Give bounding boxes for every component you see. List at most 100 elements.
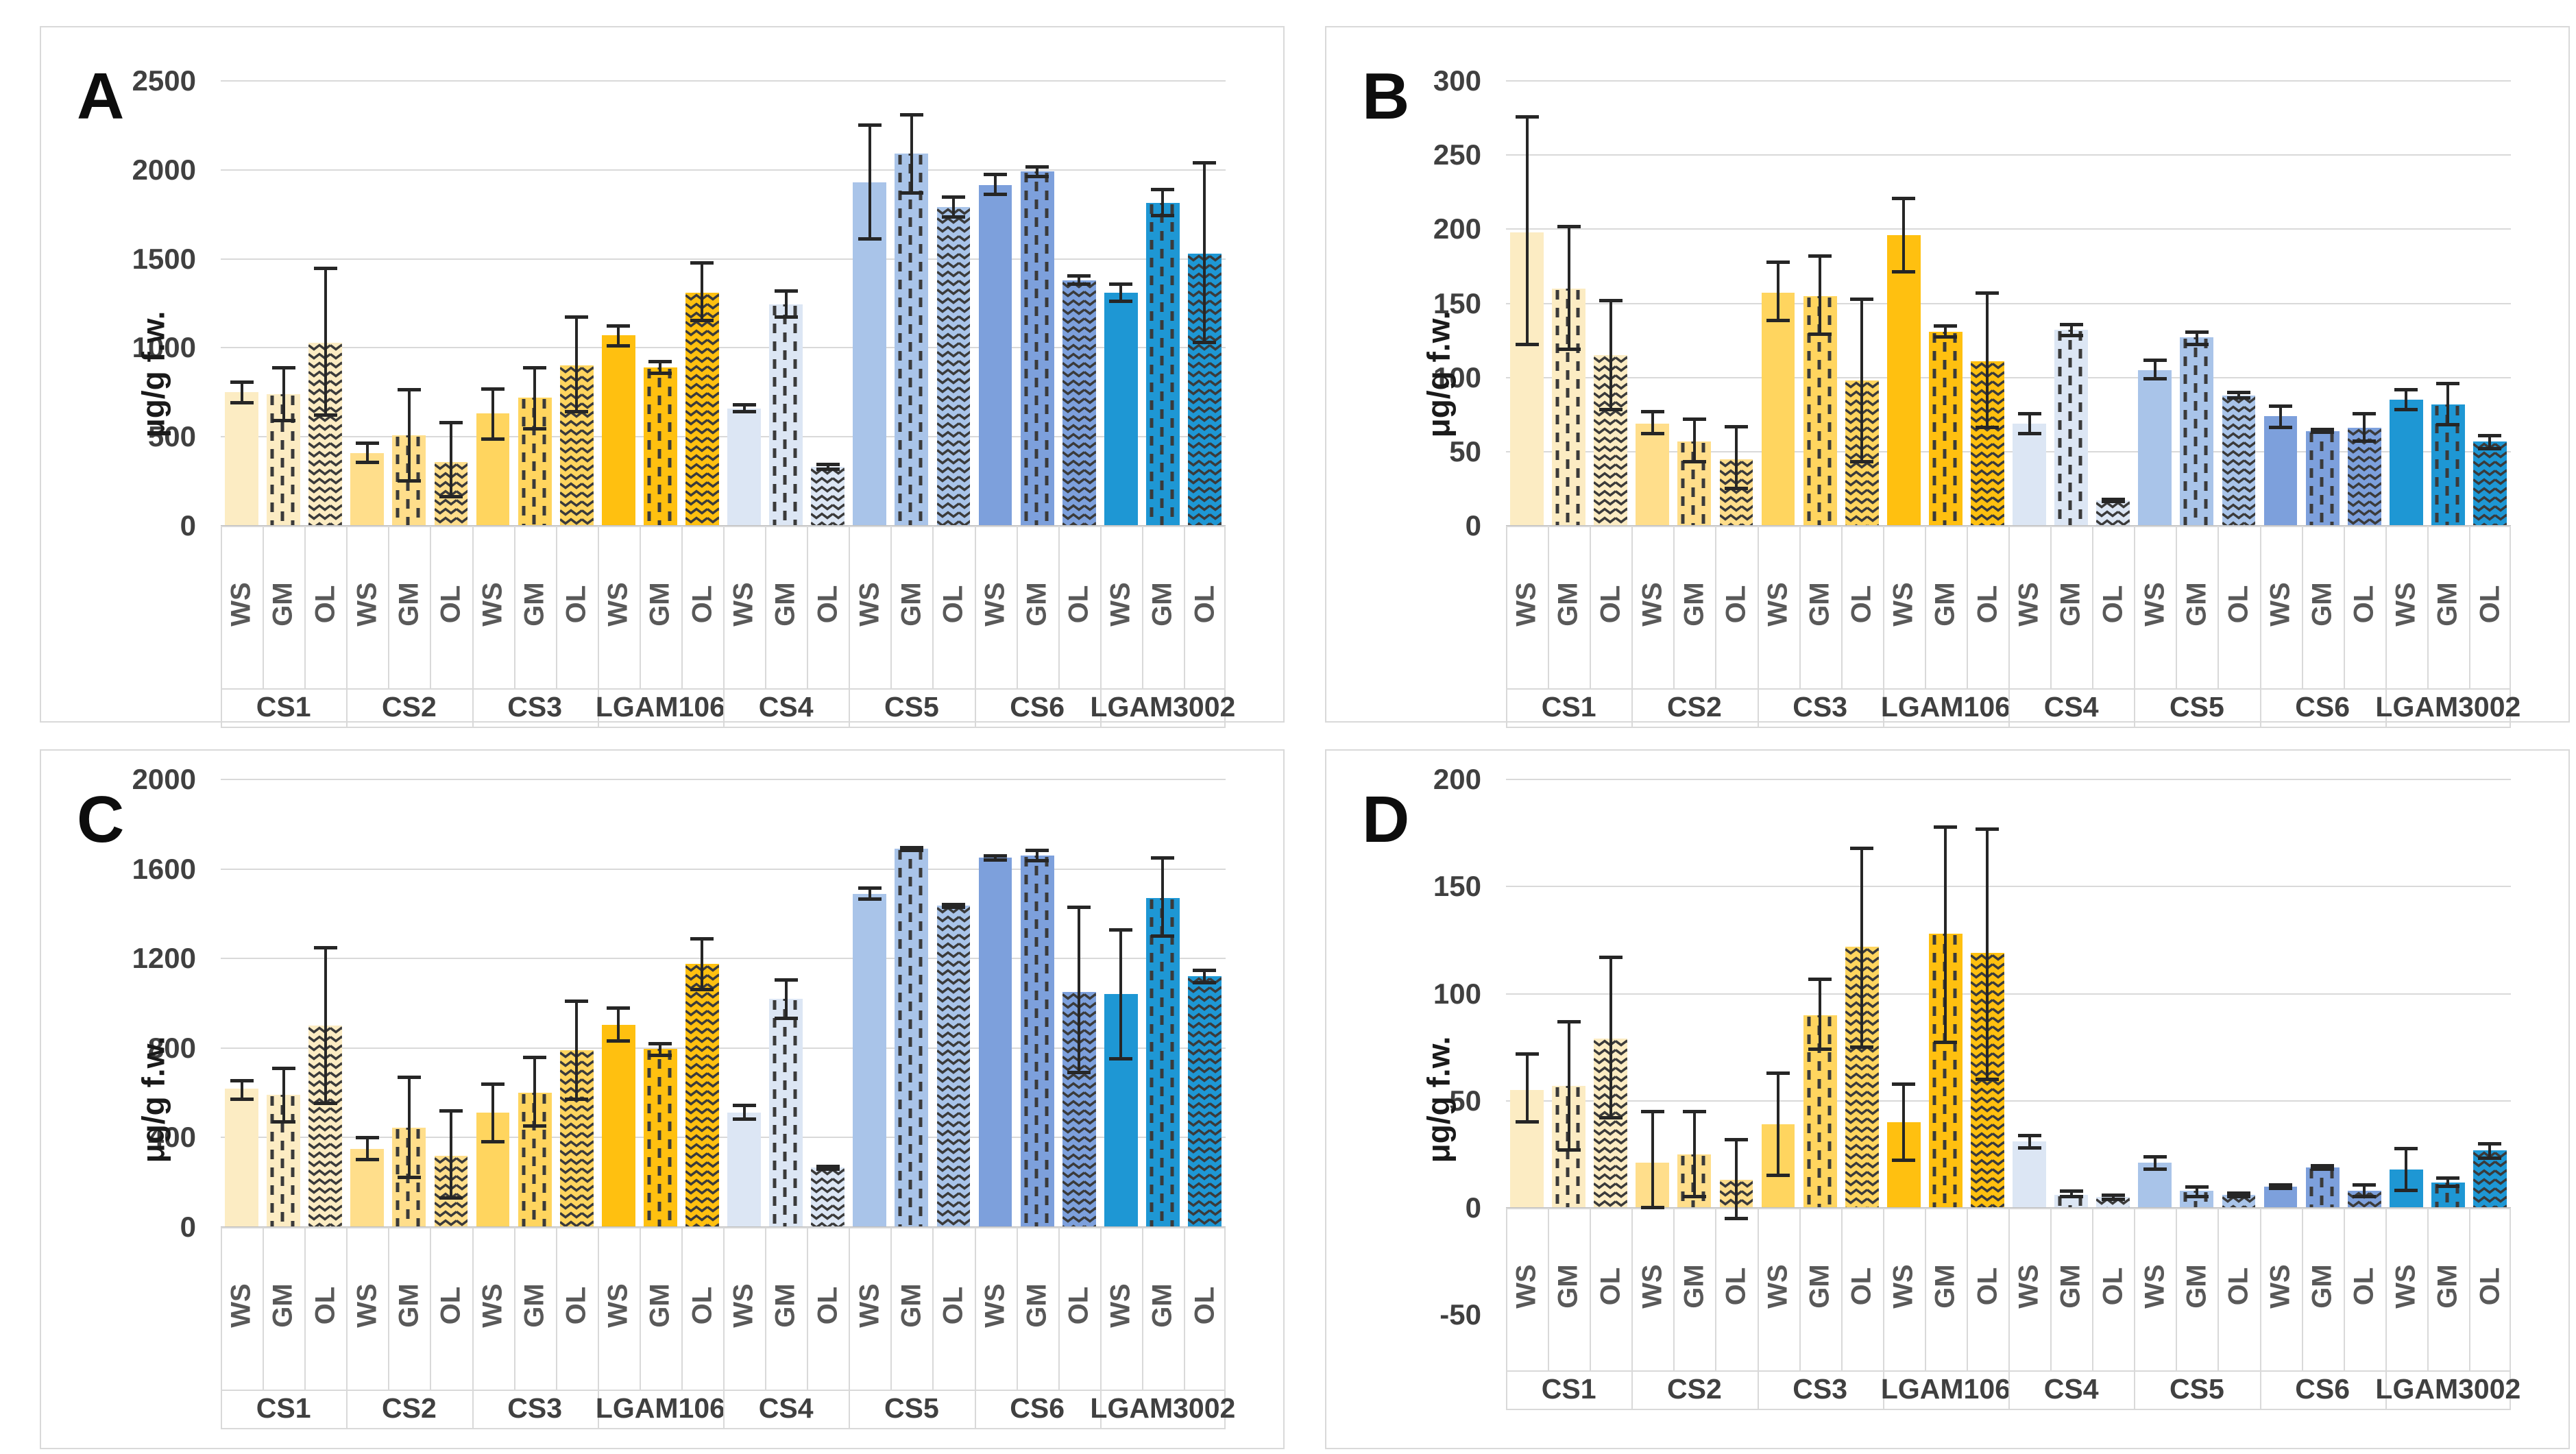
bar-label-text: GM [519, 582, 550, 627]
group-separator [2385, 1208, 2387, 1410]
error-bar-line [2028, 413, 2031, 434]
bar-label: OL [1967, 1208, 2008, 1365]
group-separator [2008, 526, 2010, 728]
error-bar-cap-bottom [2226, 1195, 2250, 1199]
bar-label-cell-separator [263, 526, 265, 688]
bar-label-text: OL [561, 1286, 592, 1325]
error-bar-line [491, 389, 495, 440]
bar-label: GM [263, 526, 304, 683]
error-bar-line [1651, 1111, 1654, 1208]
error-bar-cap-top [1934, 324, 1958, 328]
error-bar-line [742, 1105, 746, 1120]
bar-label: WS [2385, 1208, 2427, 1365]
error-bar-line [994, 856, 997, 860]
bar-label: GM [2176, 1208, 2217, 1365]
error-bar-line [910, 114, 913, 193]
bar-label-text: OL [1971, 1267, 2002, 1306]
bar-LGAM3002-OL [2473, 441, 2507, 526]
group-label-CS3: CS3 [507, 690, 562, 723]
error-bar-line [1036, 166, 1039, 178]
error-bar-cap-top [1850, 298, 1874, 301]
plot-area: -50 0 50 100 150 200 CS1 WS GM OL CS2 WS GM OL CS3 WS GM… [1326, 751, 2568, 1448]
gridline [221, 169, 1226, 171]
error-bar-cap-bottom [1850, 459, 1874, 463]
error-bar-line [449, 1111, 452, 1198]
bar-label: GM [263, 1227, 304, 1384]
bar-label-text: WS [603, 582, 633, 627]
bar-label: GM [640, 1227, 681, 1384]
y-axis-title: μg/g f.w. [135, 1036, 171, 1163]
error-bar-cap-top [1557, 1020, 1581, 1024]
bar-label-text: OL [2348, 585, 2379, 624]
group-separator [974, 526, 976, 728]
bar-CS3-GM [518, 398, 552, 526]
bar-label: WS [975, 526, 1017, 683]
bar-label-text: WS [1105, 582, 1136, 627]
panel-letter-B: B [1362, 60, 1410, 133]
bar-label: WS [1883, 526, 1925, 683]
bar-label-text: WS [1637, 582, 1668, 627]
error-bar-cap-top [1850, 847, 1874, 850]
error-bar-cap-bottom [2311, 1167, 2335, 1171]
bar-label: OL [556, 526, 598, 683]
group-label-CS2: CS2 [1666, 1372, 1722, 1405]
bar-label-text: OL [1189, 585, 1219, 624]
gridline [1506, 886, 2511, 888]
bar-label: OL [430, 1227, 472, 1384]
error-bar-line [1986, 828, 1989, 1080]
gridline [221, 347, 1226, 349]
error-bar-cap-top [1151, 188, 1175, 192]
group-separator [1882, 1208, 1884, 1410]
error-bar-cap-bottom [1599, 1115, 1623, 1119]
error-bar-cap-top [1724, 425, 1748, 429]
bar-LGAM106-GM [1928, 331, 1963, 526]
error-bar-cap-bottom [2059, 1195, 2083, 1199]
bar-CS6-GM [1020, 171, 1054, 526]
error-bar-line [1609, 300, 1612, 411]
bar-label-cell-separator [1058, 526, 1060, 688]
bar-label-text: WS [980, 582, 1010, 627]
error-bar-line [2237, 1193, 2240, 1198]
bar-LGAM106-GM [643, 1049, 677, 1227]
bar-label: WS [2134, 526, 2176, 683]
bar-label: GM [1673, 1208, 1715, 1365]
group-separator [2134, 526, 2136, 728]
error-bar-line [324, 947, 327, 1104]
error-bar-cap-bottom [1640, 1206, 1664, 1209]
bar-label-cell-separator [1548, 1208, 1550, 1370]
error-bar-cap-bottom [1193, 981, 1217, 985]
error-bar-cap-top [1682, 417, 1706, 422]
error-bar-line [1734, 1139, 1738, 1219]
y-tick-label: 1600 [132, 852, 196, 885]
y-tick-label: 0 [1465, 509, 1481, 542]
bar-label-text: GM [1804, 1264, 1835, 1309]
bar-label: WS [1758, 526, 1799, 683]
bar-label: WS [221, 526, 263, 683]
bar-CS1-WS [225, 392, 258, 526]
error-bar-cap-top [2311, 428, 2335, 432]
error-bar-cap-top [2059, 1189, 2083, 1193]
bar-label-text: WS [2139, 1264, 2170, 1309]
error-bar-cap-bottom [2436, 422, 2460, 426]
bar-LGAM106-OL [685, 964, 719, 1227]
bar-CS5-WS [853, 893, 887, 1227]
bar-label-cell-separator [1924, 526, 1926, 688]
error-bar-line [2488, 435, 2492, 449]
bar-label: WS [2008, 1208, 2050, 1365]
bar-label: WS [849, 526, 890, 683]
error-bar-cap-bottom [1808, 332, 1832, 336]
error-bar-cap-top [1640, 1110, 1664, 1114]
error-bar-line [575, 1001, 579, 1100]
dashed-vertical-pattern-overlay [1020, 171, 1054, 526]
error-bar-line [826, 464, 829, 470]
bar-label: GM [388, 526, 430, 683]
group-separator [1631, 1208, 1633, 1410]
bar-label-text: GM [1147, 1283, 1178, 1328]
group-separator [1757, 526, 1759, 728]
bar-label-text: GM [519, 1283, 550, 1328]
y-tick-label: 200 [1433, 763, 1481, 795]
error-bar-cap-top [2311, 1163, 2335, 1167]
error-bar-line [1567, 226, 1570, 350]
zigzag-pattern-overlay [811, 467, 845, 526]
error-bar-cap-bottom [1193, 340, 1217, 344]
